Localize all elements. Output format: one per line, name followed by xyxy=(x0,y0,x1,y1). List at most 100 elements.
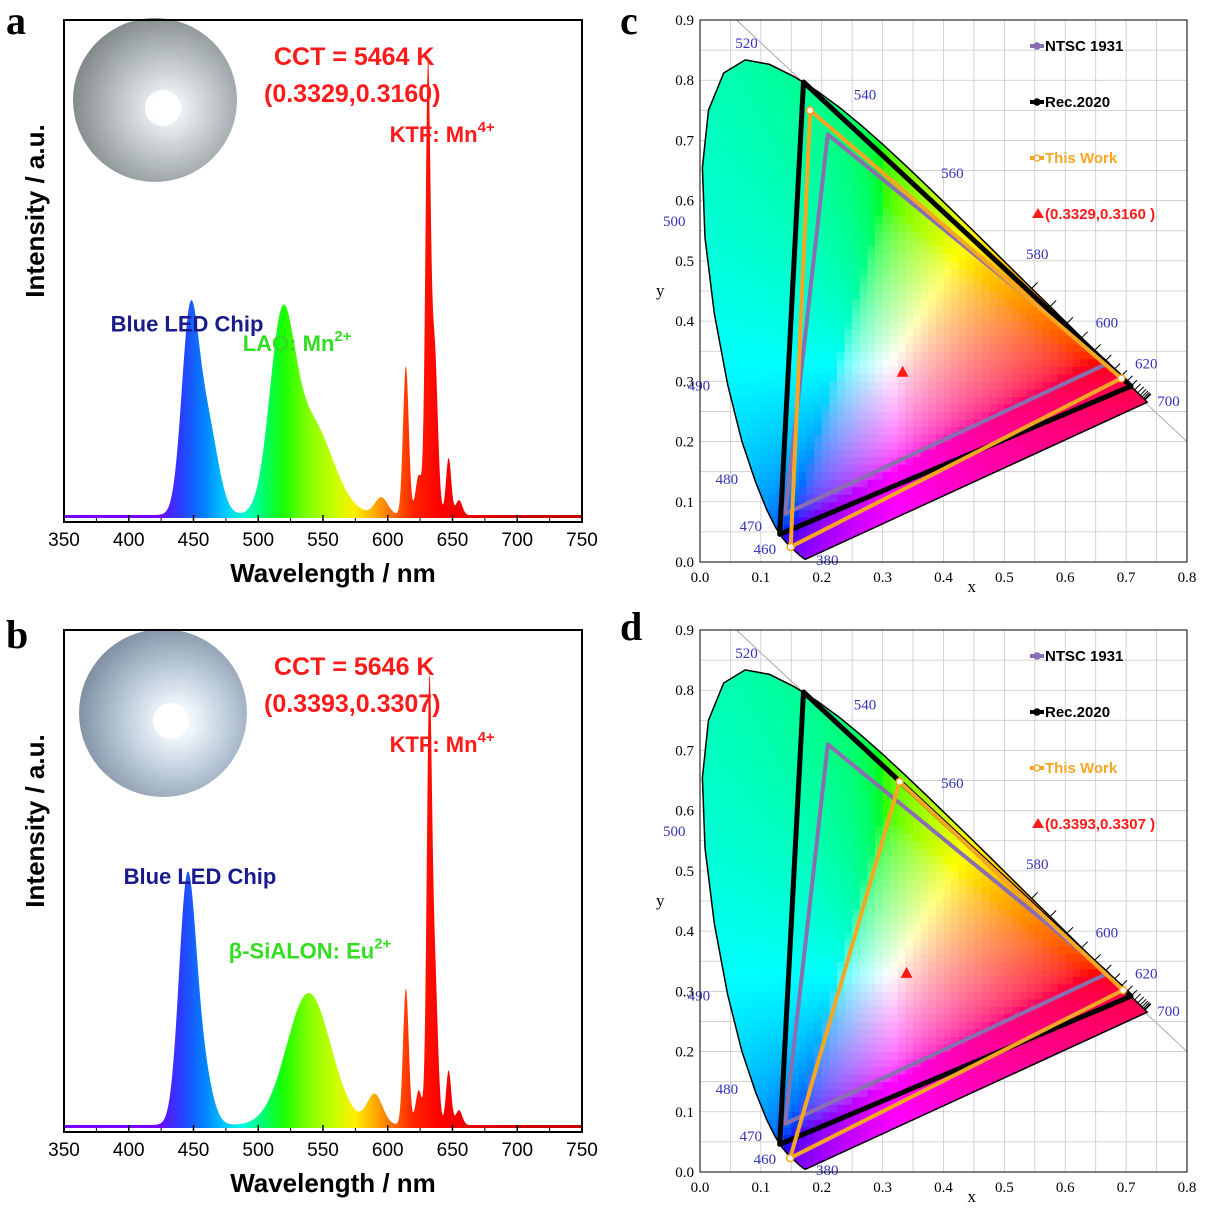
color-cell xyxy=(882,501,891,510)
color-cell xyxy=(836,223,846,232)
color-cell xyxy=(1149,291,1157,299)
color-cell xyxy=(882,102,891,111)
color-cell xyxy=(722,893,732,902)
color-cell xyxy=(1019,494,1028,503)
color-cell xyxy=(702,147,709,157)
color-cell xyxy=(1103,516,1112,525)
color-cell xyxy=(1149,193,1157,201)
color-cell xyxy=(1027,313,1036,322)
color-cell xyxy=(920,418,929,428)
color-cell xyxy=(905,321,914,330)
color-cell xyxy=(806,366,815,375)
color-cell xyxy=(1004,501,1013,510)
color-cell xyxy=(760,245,770,254)
color-cell xyxy=(966,80,975,89)
color-cell xyxy=(791,321,800,330)
color-cell xyxy=(882,147,891,157)
color-cell xyxy=(715,795,724,804)
color-cell xyxy=(951,72,960,81)
color-cell xyxy=(845,43,853,51)
color-cell xyxy=(867,426,876,435)
color-cell xyxy=(1004,328,1013,337)
color-cell xyxy=(776,147,785,157)
color-cell xyxy=(867,328,876,337)
color-cell xyxy=(852,343,861,352)
wavelength-label: 620 xyxy=(1135,356,1158,372)
color-cell xyxy=(791,501,800,510)
color-cell xyxy=(829,110,838,119)
color-cell xyxy=(1072,479,1082,488)
color-cell xyxy=(1042,441,1051,450)
color-cell xyxy=(1118,110,1127,119)
color-cell xyxy=(1149,223,1157,231)
color-cell xyxy=(1027,328,1036,337)
color-cell xyxy=(745,788,754,797)
color-cell xyxy=(935,102,945,111)
color-cell xyxy=(730,697,739,706)
color-cell xyxy=(1126,358,1135,367)
color-cell xyxy=(753,1021,762,1030)
color-cell xyxy=(715,833,724,842)
color-cell xyxy=(753,132,762,142)
x-tick-label: 700 xyxy=(501,530,533,551)
annotation-superscript: 4+ xyxy=(478,729,495,746)
color-cell xyxy=(791,95,800,104)
color-cell xyxy=(1080,178,1089,187)
color-cell xyxy=(753,87,762,96)
color-cell xyxy=(1118,358,1127,367)
color-cell xyxy=(768,117,777,126)
color-cell xyxy=(753,1089,762,1098)
gamut-triangle xyxy=(783,132,1110,516)
color-cell xyxy=(981,268,990,277)
color-cell xyxy=(943,381,952,390)
color-cell xyxy=(776,223,785,232)
color-cell xyxy=(973,531,983,541)
color-cell xyxy=(1080,59,1089,66)
color-cell xyxy=(966,351,975,360)
color-cell xyxy=(859,456,869,465)
color-cell xyxy=(730,742,739,752)
color-cell xyxy=(1110,494,1120,503)
color-cell xyxy=(1118,275,1127,285)
color-cell xyxy=(791,531,800,541)
color-cell xyxy=(707,1096,716,1105)
color-cell xyxy=(935,366,945,375)
color-cell xyxy=(1103,524,1112,533)
color-cell xyxy=(1141,306,1148,315)
color-cell xyxy=(958,509,967,518)
color-cell xyxy=(920,140,929,149)
color-cell xyxy=(882,524,891,533)
color-cell xyxy=(973,306,983,315)
color-cell xyxy=(745,411,754,420)
color-cell xyxy=(875,381,884,390)
color-cell xyxy=(890,471,899,480)
color-cell xyxy=(738,170,747,179)
color-cell xyxy=(753,268,762,277)
color-cell xyxy=(943,298,952,307)
color-cell xyxy=(1118,155,1127,164)
color-cell xyxy=(829,501,838,510)
color-cell xyxy=(738,59,747,66)
color-cell xyxy=(814,456,823,465)
color-cell xyxy=(1088,117,1097,126)
color-cell xyxy=(738,983,747,992)
color-cell xyxy=(836,59,846,66)
color-cell xyxy=(1080,434,1089,443)
color-cell xyxy=(798,321,808,330)
color-cell xyxy=(1126,494,1135,503)
color-cell xyxy=(806,539,815,548)
color-cell xyxy=(715,705,724,714)
color-cell xyxy=(897,464,907,473)
color-cell xyxy=(738,509,747,518)
spectrum-curve xyxy=(64,58,582,519)
color-cell xyxy=(1004,351,1013,360)
color-cell xyxy=(738,946,747,955)
color-cell xyxy=(821,170,830,179)
color-cell xyxy=(1149,464,1157,472)
color-cell xyxy=(1103,230,1112,239)
color-cell xyxy=(753,426,762,435)
color-cell xyxy=(1118,268,1127,277)
color-cell xyxy=(722,321,732,330)
color-cell xyxy=(738,193,747,202)
color-cell xyxy=(836,268,846,277)
